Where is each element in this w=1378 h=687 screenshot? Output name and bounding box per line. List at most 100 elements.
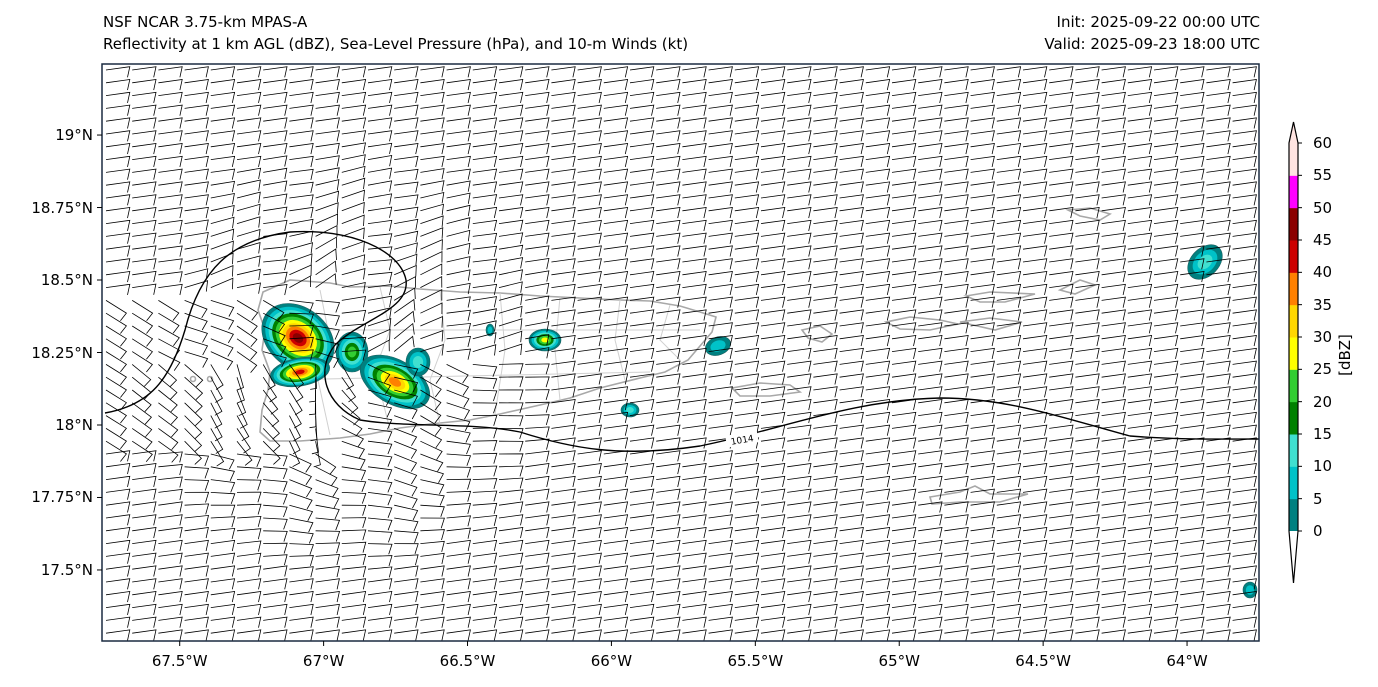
wind-barb [577, 565, 602, 577]
wind-barb [813, 488, 838, 500]
wind-barb [1206, 437, 1231, 449]
wind-barb [629, 603, 655, 615]
wind-barb [158, 219, 183, 231]
wind-barb [210, 204, 235, 217]
wind-barb [970, 143, 995, 155]
wind-barb [315, 603, 340, 615]
wind-barb [787, 514, 812, 526]
wind-barb [577, 399, 602, 411]
wind-barb [682, 335, 707, 347]
wind-barb [236, 91, 262, 103]
wind-barb [996, 322, 1022, 334]
wind-barb [446, 515, 472, 527]
wind-barb [787, 539, 812, 551]
wind-barb [472, 539, 498, 551]
wind-barb [682, 104, 707, 116]
wind-barb [813, 207, 838, 219]
wind-barb [944, 539, 969, 551]
wind-barb [289, 517, 314, 533]
wind-barb [394, 629, 419, 641]
reflectivity-contour [710, 340, 726, 352]
wind-barb [1127, 591, 1153, 603]
wind-barb [158, 428, 179, 450]
wind-barb [734, 411, 760, 423]
wind-barb [813, 335, 838, 347]
wind-barb [787, 488, 812, 500]
wind-barb [603, 207, 629, 219]
wind-barb [263, 578, 288, 590]
wind-barb [577, 168, 602, 180]
colorbar-tick-label: 25 [1313, 360, 1333, 379]
wind-barb [682, 347, 707, 359]
wind-barb [472, 389, 498, 402]
wind-barb [1075, 591, 1100, 603]
lon-tick-label: 67°W [302, 652, 345, 670]
wind-barb [629, 245, 655, 257]
wind-barb [1101, 194, 1126, 206]
wind-barb [813, 155, 838, 167]
wind-barb [1075, 578, 1100, 590]
wind-barb [184, 155, 209, 167]
wind-barb [1101, 552, 1126, 564]
wind-barb [708, 155, 733, 167]
wind-barb [1258, 543, 1259, 544]
wind-barb [629, 207, 655, 219]
wind-barb [394, 492, 418, 509]
wind-barb [551, 552, 576, 564]
wind-barb [1153, 386, 1179, 398]
wind-barb [1022, 194, 1048, 206]
wind-barb [1127, 514, 1153, 526]
wind-barb [1101, 591, 1126, 603]
wind-barb [603, 130, 629, 142]
wind-barb [472, 130, 498, 142]
wind-barb [1180, 296, 1205, 308]
wind-barb [446, 527, 471, 539]
wind-barb [184, 402, 203, 426]
wind-barb [311, 428, 319, 455]
wind-barb [629, 347, 655, 359]
wind-barb [1049, 424, 1074, 436]
wind-barb [105, 300, 127, 321]
wind-barb [813, 322, 838, 334]
wind-barb [472, 552, 498, 564]
wind-barb [498, 232, 524, 244]
wind-barb [734, 360, 760, 372]
wind-barb [158, 464, 183, 476]
wind-barb [891, 463, 917, 475]
wind-barb [629, 360, 655, 372]
wind-barb [970, 194, 995, 206]
wind-barb [1206, 245, 1231, 257]
wind-barb [1022, 258, 1048, 270]
wind-barb [289, 336, 314, 348]
wind-barb [734, 143, 760, 155]
wind-barb [629, 527, 655, 539]
wind-barb [420, 203, 444, 216]
wind-barb [865, 91, 891, 103]
wind-barb [839, 629, 864, 641]
wind-barb [1232, 347, 1257, 359]
wind-barb [1258, 120, 1259, 122]
wind-barb [1049, 130, 1074, 142]
wind-barb [787, 501, 812, 513]
wind-barb [944, 347, 969, 359]
wind-barb [996, 245, 1022, 257]
isobar-label: 1014 [730, 434, 755, 448]
wind-barb [472, 332, 497, 344]
wind-barb [891, 335, 917, 347]
coastline-monito [206, 375, 214, 383]
wind-barb [105, 415, 127, 437]
wind-barb [525, 245, 550, 257]
wind-barb [289, 578, 314, 590]
wind-barb [1258, 133, 1259, 135]
wind-barb [734, 207, 760, 219]
wind-barb [132, 117, 157, 129]
wind-barb [341, 154, 366, 166]
wind-barb [210, 168, 236, 180]
wind-barb [315, 453, 337, 475]
wind-barb [367, 167, 393, 179]
wind-barb [891, 271, 917, 283]
wind-barb [891, 475, 917, 487]
wind-barb [498, 143, 524, 155]
wind-barb [1180, 629, 1205, 641]
wind-barb [1127, 245, 1153, 257]
